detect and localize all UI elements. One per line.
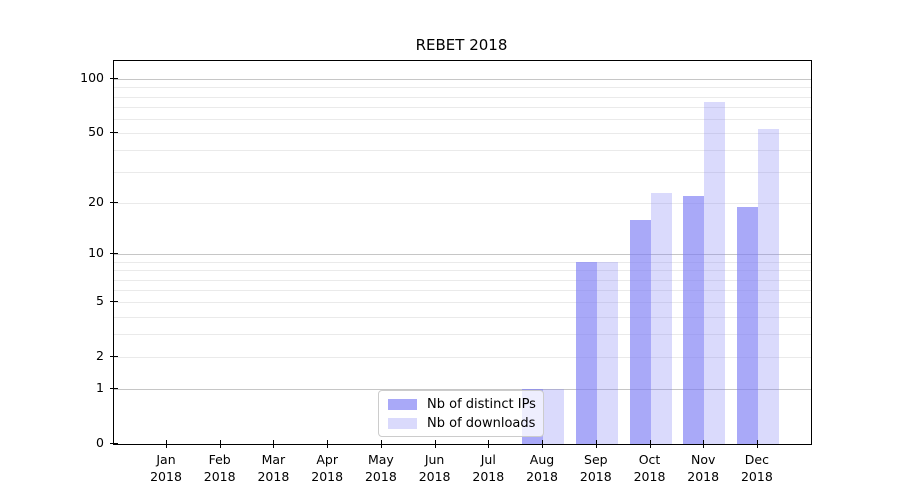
y-tick-label-5: 5 bbox=[96, 293, 104, 309]
gridline-major-100 bbox=[114, 79, 811, 80]
legend-label-downloads: Nb of downloads bbox=[427, 415, 536, 431]
x-tick-jan-2018 bbox=[166, 440, 167, 448]
x-tick-nov-2018 bbox=[703, 440, 705, 448]
y-tick-20 bbox=[110, 202, 118, 204]
gridline-major-10 bbox=[114, 254, 811, 256]
gridline-minor-8 bbox=[114, 270, 811, 272]
gridline-minor-2 bbox=[114, 357, 811, 359]
x-tick-sep-2018 bbox=[595, 440, 597, 448]
x-tick-label-jun-2018: Jun 2018 bbox=[418, 452, 451, 484]
x-tick-jul-2018 bbox=[488, 440, 490, 448]
y-tick-label-0: 0 bbox=[96, 435, 104, 450]
bar-nb-of-distinct-ips-oct-2018 bbox=[629, 219, 651, 444]
x-tick-apr-2018 bbox=[327, 440, 329, 448]
x-tick-label-nov-2018: Nov 2018 bbox=[687, 452, 720, 484]
gridline-minor-7 bbox=[114, 279, 811, 281]
x-tick-label-apr-2018: Apr 2018 bbox=[311, 452, 344, 484]
x-tick-label-may-2018: May 2018 bbox=[364, 452, 397, 484]
gridline-minor-5 bbox=[114, 302, 811, 304]
bar-nb-of-downloads-nov-2018 bbox=[704, 101, 726, 444]
plot-area bbox=[113, 60, 812, 445]
x-tick-label-oct-2018: Oct 2018 bbox=[633, 452, 666, 484]
y-tick-label-20: 20 bbox=[88, 194, 104, 210]
bar-nb-of-distinct-ips-sep-2018 bbox=[575, 261, 597, 444]
gridline-minor-90 bbox=[114, 87, 811, 89]
y-tick-2 bbox=[110, 356, 118, 358]
y-tick-10 bbox=[110, 253, 118, 255]
gridline-minor-6 bbox=[114, 290, 811, 292]
gridline-minor-40 bbox=[114, 150, 811, 152]
x-tick-dec-2018 bbox=[756, 440, 758, 448]
x-tick-feb-2018 bbox=[219, 440, 221, 448]
bar-nb-of-distinct-ips-nov-2018 bbox=[683, 196, 705, 444]
chart-title: REBET 2018 bbox=[415, 36, 508, 54]
y-tick-label-50: 50 bbox=[88, 124, 104, 139]
x-tick-aug-2018 bbox=[542, 440, 543, 448]
bar-nb-of-downloads-sep-2018 bbox=[596, 261, 618, 444]
gridline-major-1 bbox=[114, 389, 811, 391]
legend-label-distinct-ips: Nb of distinct IPs bbox=[427, 396, 536, 412]
legend-item-downloads: Nb of downloads bbox=[388, 415, 536, 431]
y-tick-50 bbox=[110, 132, 118, 133]
x-tick-label-jan-2018: Jan 2018 bbox=[150, 452, 182, 484]
y-tick-100 bbox=[110, 78, 118, 79]
x-tick-label-dec-2018: Dec 2018 bbox=[740, 452, 773, 484]
gridline-minor-70 bbox=[114, 106, 811, 108]
y-tick-label-10: 10 bbox=[88, 245, 104, 261]
x-tick-jun-2018 bbox=[434, 440, 436, 448]
bar-nb-of-downloads-oct-2018 bbox=[650, 192, 672, 444]
x-tick-label-feb-2018: Feb 2018 bbox=[203, 452, 236, 484]
x-tick-label-aug-2018: Aug 2018 bbox=[526, 452, 558, 484]
legend-swatch-distinct-ips bbox=[388, 398, 417, 410]
gridline-minor-80 bbox=[114, 96, 811, 98]
bar-nb-of-downloads-aug-2018 bbox=[543, 389, 564, 444]
bar-nb-of-downloads-dec-2018 bbox=[757, 128, 779, 444]
x-tick-label-sep-2018: Sep 2018 bbox=[579, 452, 612, 484]
gridline-minor-60 bbox=[114, 118, 811, 120]
gridline-minor-50 bbox=[114, 133, 811, 134]
gridline-minor-9 bbox=[114, 261, 811, 263]
bar-nb-of-distinct-ips-dec-2018 bbox=[736, 207, 758, 444]
gridline-minor-3 bbox=[114, 334, 811, 336]
y-tick-1 bbox=[110, 388, 118, 390]
x-tick-mar-2018 bbox=[273, 440, 275, 448]
gridline-minor-30 bbox=[114, 172, 811, 174]
y-tick-label-100: 100 bbox=[80, 70, 104, 85]
x-tick-label-jul-2018: Jul 2018 bbox=[472, 452, 505, 484]
y-tick-0 bbox=[110, 443, 118, 444]
x-tick-may-2018 bbox=[380, 440, 382, 448]
gridline-minor-20 bbox=[114, 203, 811, 205]
y-tick-label-2: 2 bbox=[96, 348, 104, 364]
legend: Nb of distinct IPs Nb of downloads bbox=[378, 390, 544, 437]
legend-item-distinct-ips: Nb of distinct IPs bbox=[388, 396, 536, 412]
legend-swatch-downloads bbox=[388, 417, 417, 429]
x-tick-label-mar-2018: Mar 2018 bbox=[257, 452, 290, 484]
gridline-minor-4 bbox=[114, 316, 811, 318]
x-tick-oct-2018 bbox=[649, 440, 651, 448]
y-tick-label-1: 1 bbox=[96, 380, 104, 396]
y-tick-5 bbox=[110, 301, 118, 303]
